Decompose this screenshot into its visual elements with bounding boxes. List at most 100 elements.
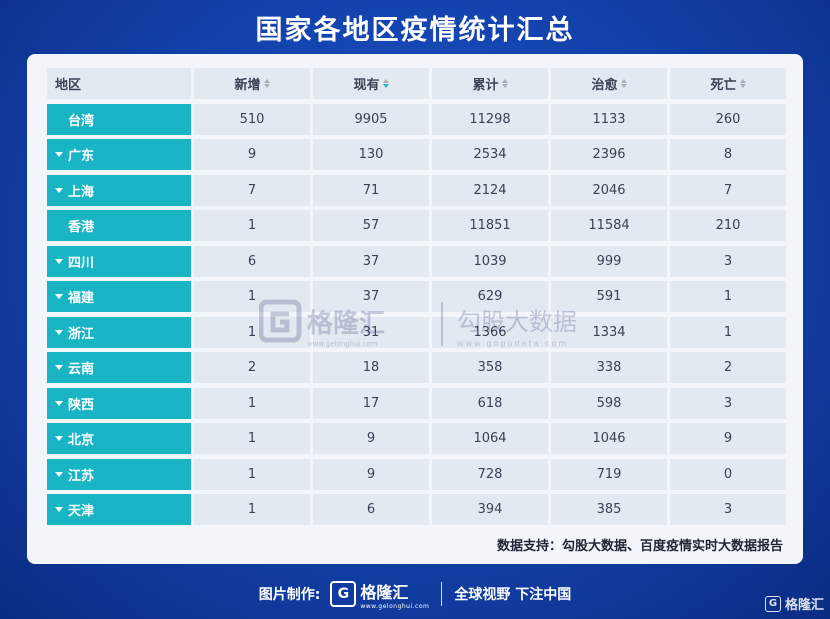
- expand-caret-icon[interactable]: [55, 400, 63, 406]
- value-cell: 11584: [551, 210, 667, 241]
- footer-divider: [441, 582, 443, 606]
- column-header-cured[interactable]: 治愈: [551, 68, 667, 99]
- footer-brand: 格隆汇 www.gelonghui.com: [360, 582, 430, 610]
- page-title: 国家各地区疫情统计汇总: [255, 15, 575, 46]
- value-cell: 591: [551, 281, 667, 312]
- region-cell[interactable]: 江苏: [47, 458, 191, 490]
- value-cell: 2396: [551, 139, 667, 170]
- value-cell: 598: [551, 387, 667, 419]
- value-cell: 260: [670, 103, 786, 135]
- value-cell: 728: [432, 458, 548, 490]
- value-cell: 1: [194, 316, 310, 348]
- footer-slogan: 全球视野 下注中国: [454, 587, 572, 603]
- region-cell: 香港: [47, 210, 191, 241]
- value-cell: 1: [194, 423, 310, 454]
- expand-caret-icon[interactable]: [55, 187, 63, 193]
- table-header: 地区 新增 现有 累计 治愈 死亡: [47, 68, 789, 99]
- made-by-label: 图片制作:: [258, 587, 321, 603]
- stats-table: 地区 新增 现有 累计 治愈 死亡 台湾 510 9905 11298 1133 260 广…: [47, 68, 789, 530]
- region-cell[interactable]: 上海: [47, 174, 191, 206]
- expand-caret-icon[interactable]: [55, 152, 63, 157]
- region-cell[interactable]: 陕西: [47, 387, 191, 419]
- sort-icon[interactable]: [501, 79, 508, 88]
- value-cell: 1366: [432, 316, 548, 348]
- value-cell: 9: [313, 458, 429, 490]
- value-cell: 71: [313, 174, 429, 206]
- expand-caret-icon[interactable]: [55, 258, 63, 264]
- value-cell: 18: [313, 352, 429, 383]
- sort-icon[interactable]: [382, 79, 389, 88]
- value-cell: 9905: [313, 103, 429, 135]
- value-cell: 1: [194, 387, 310, 419]
- sort-icon[interactable]: [739, 79, 746, 88]
- value-cell: 2534: [432, 139, 548, 170]
- value-cell: 37: [313, 245, 429, 277]
- expand-caret-icon[interactable]: [55, 365, 63, 370]
- value-cell: 1133: [551, 103, 667, 135]
- value-cell: 9: [670, 423, 786, 454]
- table-row: 浙江 1 31 1366 1334 1: [47, 316, 789, 348]
- corner-logo-icon: G: [764, 595, 781, 612]
- table-row: 北京 1 9 1064 1046 9: [47, 423, 789, 454]
- data-source-note: 数据支持：勾股大数据、百度疫情实时大数据报告: [496, 539, 783, 554]
- value-cell: 11298: [432, 103, 548, 135]
- value-cell: 1064: [432, 423, 548, 454]
- table-row: 江苏 1 9 728 719 0: [47, 458, 789, 490]
- value-cell: 1039: [432, 245, 548, 277]
- value-cell: 1046: [551, 423, 667, 454]
- value-cell: 8: [670, 139, 786, 170]
- expand-caret-icon[interactable]: [55, 436, 63, 441]
- table-row: 天津 1 6 394 385 3: [47, 494, 789, 525]
- region-cell: 台湾: [47, 103, 191, 135]
- table-row: 上海 7 71 2124 2046 7: [47, 174, 789, 206]
- value-cell: 1: [670, 281, 786, 312]
- value-cell: 338: [551, 352, 667, 383]
- region-cell[interactable]: 浙江: [47, 316, 191, 348]
- value-cell: 394: [432, 494, 548, 525]
- region-cell[interactable]: 北京: [47, 423, 191, 454]
- region-cell[interactable]: 天津: [47, 494, 191, 525]
- column-header-new[interactable]: 新增: [194, 68, 310, 99]
- value-cell: 2: [194, 352, 310, 383]
- table-row: 香港 1 57 11851 11584 210: [47, 210, 789, 241]
- region-cell[interactable]: 广东: [47, 139, 191, 170]
- sort-icon[interactable]: [263, 79, 270, 88]
- sort-icon[interactable]: [620, 79, 627, 88]
- value-cell: 7: [670, 174, 786, 206]
- value-cell: 1334: [551, 316, 667, 348]
- value-cell: 130: [313, 139, 429, 170]
- column-header-deaths[interactable]: 死亡: [670, 68, 786, 99]
- expand-caret-icon[interactable]: [55, 507, 63, 512]
- column-header-current[interactable]: 现有: [313, 68, 429, 99]
- column-header-region[interactable]: 地区: [47, 68, 191, 99]
- table-row: 云南 2 18 358 338 2: [47, 352, 789, 383]
- footer: 图片制作: G 格隆汇 www.gelonghui.com 全球视野 下注中国: [0, 576, 830, 612]
- value-cell: 9: [194, 139, 310, 170]
- value-cell: 37: [313, 281, 429, 312]
- value-cell: 1: [194, 458, 310, 490]
- value-cell: 0: [670, 458, 786, 490]
- value-cell: 3: [670, 245, 786, 277]
- region-cell[interactable]: 四川: [47, 245, 191, 277]
- column-header-total[interactable]: 累计: [432, 68, 548, 99]
- expand-caret-icon[interactable]: [55, 471, 63, 477]
- value-cell: 1: [670, 316, 786, 348]
- value-cell: 9: [313, 423, 429, 454]
- value-cell: 17: [313, 387, 429, 419]
- value-cell: 510: [194, 103, 310, 135]
- corner-watermark: G 格隆汇: [764, 594, 824, 613]
- value-cell: 358: [432, 352, 548, 383]
- stats-card: 地区 新增 现有 累计 治愈 死亡 台湾 510 9905 11298 1133 260 广…: [27, 54, 803, 564]
- value-cell: 3: [670, 494, 786, 525]
- region-cell[interactable]: 福建: [47, 281, 191, 312]
- value-cell: 6: [313, 494, 429, 525]
- brand-logo-icon: G: [330, 581, 357, 607]
- expand-caret-icon[interactable]: [55, 329, 63, 335]
- expand-caret-icon[interactable]: [55, 294, 63, 299]
- table-row: 四川 6 37 1039 999 3: [47, 245, 789, 277]
- value-cell: 7: [194, 174, 310, 206]
- value-cell: 629: [432, 281, 548, 312]
- region-cell[interactable]: 云南: [47, 352, 191, 383]
- value-cell: 618: [432, 387, 548, 419]
- value-cell: 719: [551, 458, 667, 490]
